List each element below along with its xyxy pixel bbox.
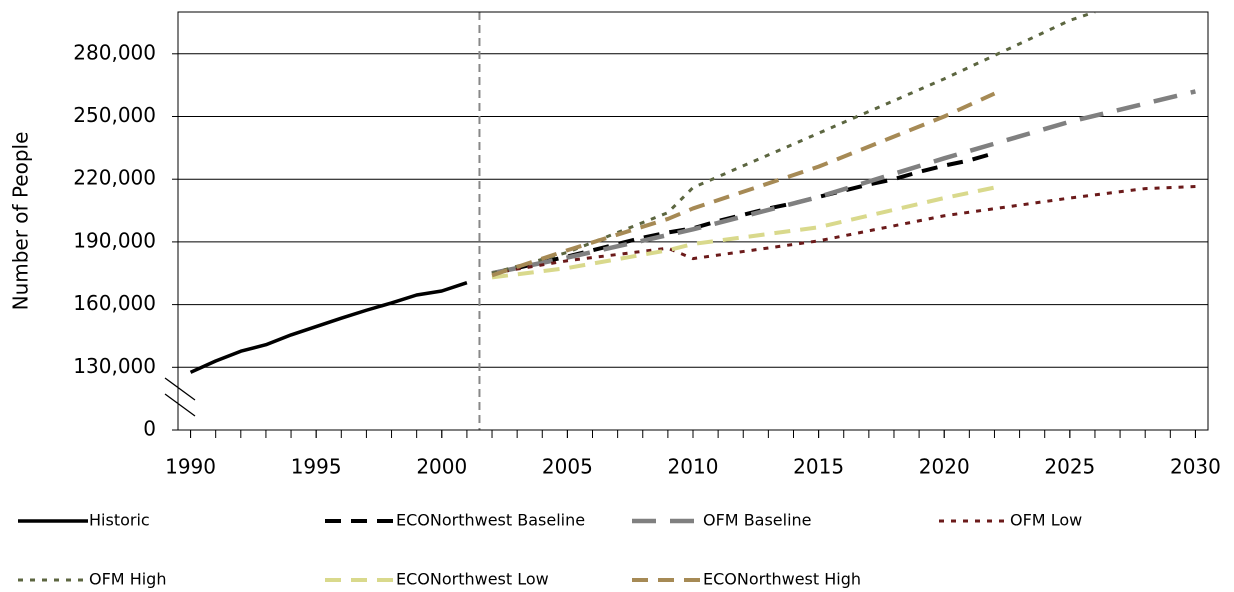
x-tick-label: 1990: [165, 455, 216, 479]
x-tick-label: 2005: [542, 455, 593, 479]
lines: [189, 12, 1196, 374]
x-tick-label: 2025: [1044, 455, 1095, 479]
axis-break: [164, 377, 196, 417]
y-tick-label: 250,000: [73, 103, 156, 127]
legend: Historic ECONorthwest Baseline OFM Baselin…: [18, 511, 1082, 589]
grid: [178, 12, 1208, 430]
series-line: [491, 12, 1096, 275]
x-tick-label: 2010: [668, 455, 719, 479]
legend-label: OFM Low: [1010, 511, 1082, 530]
x-tick-label: 1995: [291, 455, 342, 479]
legend-label: ECONorthwest Low: [396, 570, 549, 589]
series-line: [491, 151, 996, 276]
legend-label: OFM High: [89, 570, 166, 589]
series-line: [491, 89, 1196, 276]
x-tick-label: 2020: [919, 455, 970, 479]
y-tick-label: 220,000: [73, 166, 156, 190]
y-axis-label: Number of People: [9, 132, 33, 311]
series-line: [491, 185, 995, 280]
legend-label: ECONorthwest High: [703, 570, 861, 589]
x-tick-label: 2030: [1170, 455, 1221, 479]
series-line: [189, 280, 468, 374]
series-line: [491, 185, 1196, 275]
y-tick-label: 130,000: [73, 354, 156, 378]
y-tick-label: 160,000: [73, 291, 156, 315]
y-tick-label: 280,000: [73, 40, 156, 64]
axes: 0 130,000 160,000 190,000 220,000 250,000 280,…: [73, 40, 1221, 478]
x-tick-label: 2015: [793, 455, 844, 479]
y-tick-label: 0: [143, 417, 156, 441]
series-line: [491, 91, 996, 278]
legend-label: ECONorthwest Baseline: [396, 511, 585, 530]
legend-label: OFM Baseline: [703, 511, 812, 530]
legend-label: Historic: [89, 511, 150, 530]
y-tick-label: 190,000: [73, 228, 156, 252]
x-tick-label: 2000: [416, 455, 467, 479]
